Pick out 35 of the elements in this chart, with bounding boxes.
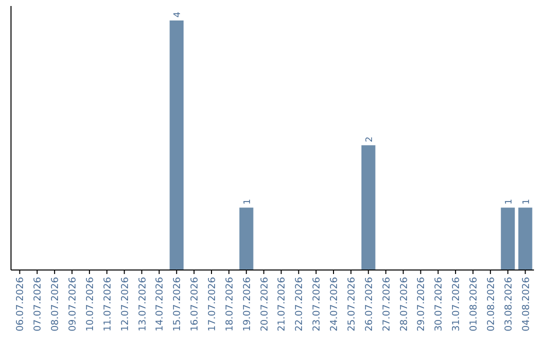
x-tick-label: 10.07.2026 [84, 277, 96, 332]
x-tick-label: 03.08.2026 [503, 277, 514, 332]
x-tick-label: 09.07.2026 [68, 277, 79, 332]
x-tick-label: 18.07.2026 [224, 277, 236, 332]
x-tick-label: 19.07.2026 [242, 277, 253, 332]
x-tick-label: 02.08.2026 [486, 277, 497, 332]
x-tick-label: 06.07.2026 [15, 277, 26, 332]
x-tick-label: 27.07.2026 [381, 277, 392, 332]
x-tick-label: 16.07.2026 [190, 277, 201, 332]
x-tick-label: 14.07.2026 [154, 277, 166, 332]
data-label: 1 [504, 198, 514, 205]
x-tick-label: 11.07.2026 [102, 277, 114, 332]
data-label: 2 [364, 136, 375, 142]
x-tick-label: 25.07.2026 [346, 277, 358, 332]
x-tick-label: 22.07.2026 [294, 277, 306, 332]
x-tick-label: 21.07.2026 [276, 277, 288, 332]
x-tick-label: 30.07.2026 [434, 277, 445, 332]
x-tick-label: 12.07.2026 [120, 277, 131, 332]
data-label: 1 [242, 198, 253, 205]
x-tick-label: 28.07.2026 [398, 277, 410, 332]
x-tick-label: 01.08.2026 [468, 277, 480, 332]
data-label: 1 [522, 198, 532, 205]
x-tick-label: 29.07.2026 [416, 277, 428, 332]
x-tick-label: 15.07.2026 [172, 277, 184, 332]
x-tick-label: 31.07.2026 [451, 277, 462, 332]
x-tick-label: 04.08.2026 [520, 277, 532, 332]
x-tick-label: 07.07.2026 [32, 277, 44, 332]
x-tick-label: 24.07.2026 [329, 277, 340, 332]
x-tick-label: 20.07.2026 [259, 277, 270, 332]
x-tick-label: 13.07.2026 [137, 277, 148, 332]
x-tick-label: 23.07.2026 [312, 277, 323, 332]
x-tick-label: 08.07.2026 [50, 277, 62, 332]
x-tick-label: 26.07.2026 [364, 277, 375, 332]
data-label: 4 [173, 11, 184, 18]
x-tick-label: 17.07.2026 [206, 277, 218, 332]
